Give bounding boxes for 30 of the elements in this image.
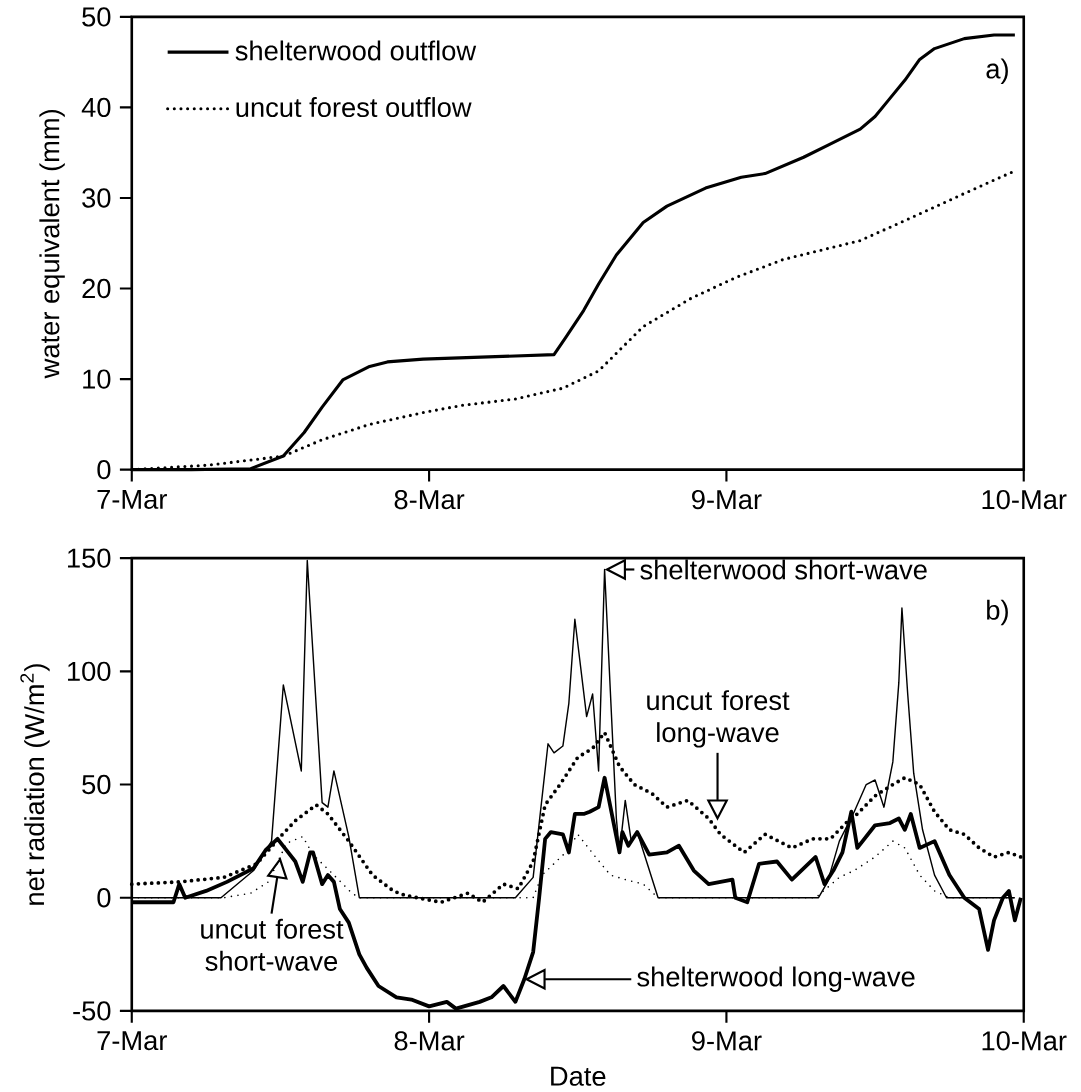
legend-label: shelterwood outflow	[235, 40, 477, 61]
y-tick-label: 50	[82, 774, 111, 795]
x-tick-label: 8-Mar	[394, 489, 465, 510]
y-axis-title: net radiation (W/m$^{2}$)	[20, 664, 50, 905]
annotation: shelterwood long-wave	[637, 966, 915, 992]
y-tick-label: 100	[67, 661, 111, 682]
x-tick-label: 7-Mar	[97, 1031, 167, 1051]
y-tick-label: 20	[82, 278, 111, 299]
annotation: shelterwood short-wave	[640, 559, 927, 580]
x-tick-label: 10-Mar	[982, 489, 1067, 510]
annotation: a)	[986, 58, 1008, 84]
y-tick-label: 150	[67, 548, 111, 568]
annotation: uncut forest long-wave	[647, 690, 790, 748]
annotation: uncut forest short-wave	[201, 918, 344, 971]
y-tick-label: 0	[97, 888, 111, 908]
x-tick-label: 10-Mar	[982, 1031, 1067, 1051]
x-tick-label: 9-Mar	[691, 1031, 762, 1051]
y-axis-title: water equivalent (mm)	[39, 109, 65, 379]
x-axis-title: Date	[551, 1066, 606, 1086]
legend-label: uncut forest outflow	[236, 97, 472, 118]
y-tick-label: 10	[83, 369, 111, 389]
y-tick-label: 50	[82, 7, 111, 27]
x-tick-label: 9-Mar	[691, 489, 762, 510]
x-tick-label: 7-Mar	[97, 489, 167, 509]
y-tick-label: 0	[97, 459, 111, 480]
y-tick-label: -50	[73, 1001, 111, 1021]
x-tick-label: 8-Mar	[394, 1031, 465, 1051]
annotation: b)	[986, 599, 1008, 626]
y-tick-label: 40	[81, 97, 111, 118]
y-tick-label: 30	[82, 188, 111, 208]
